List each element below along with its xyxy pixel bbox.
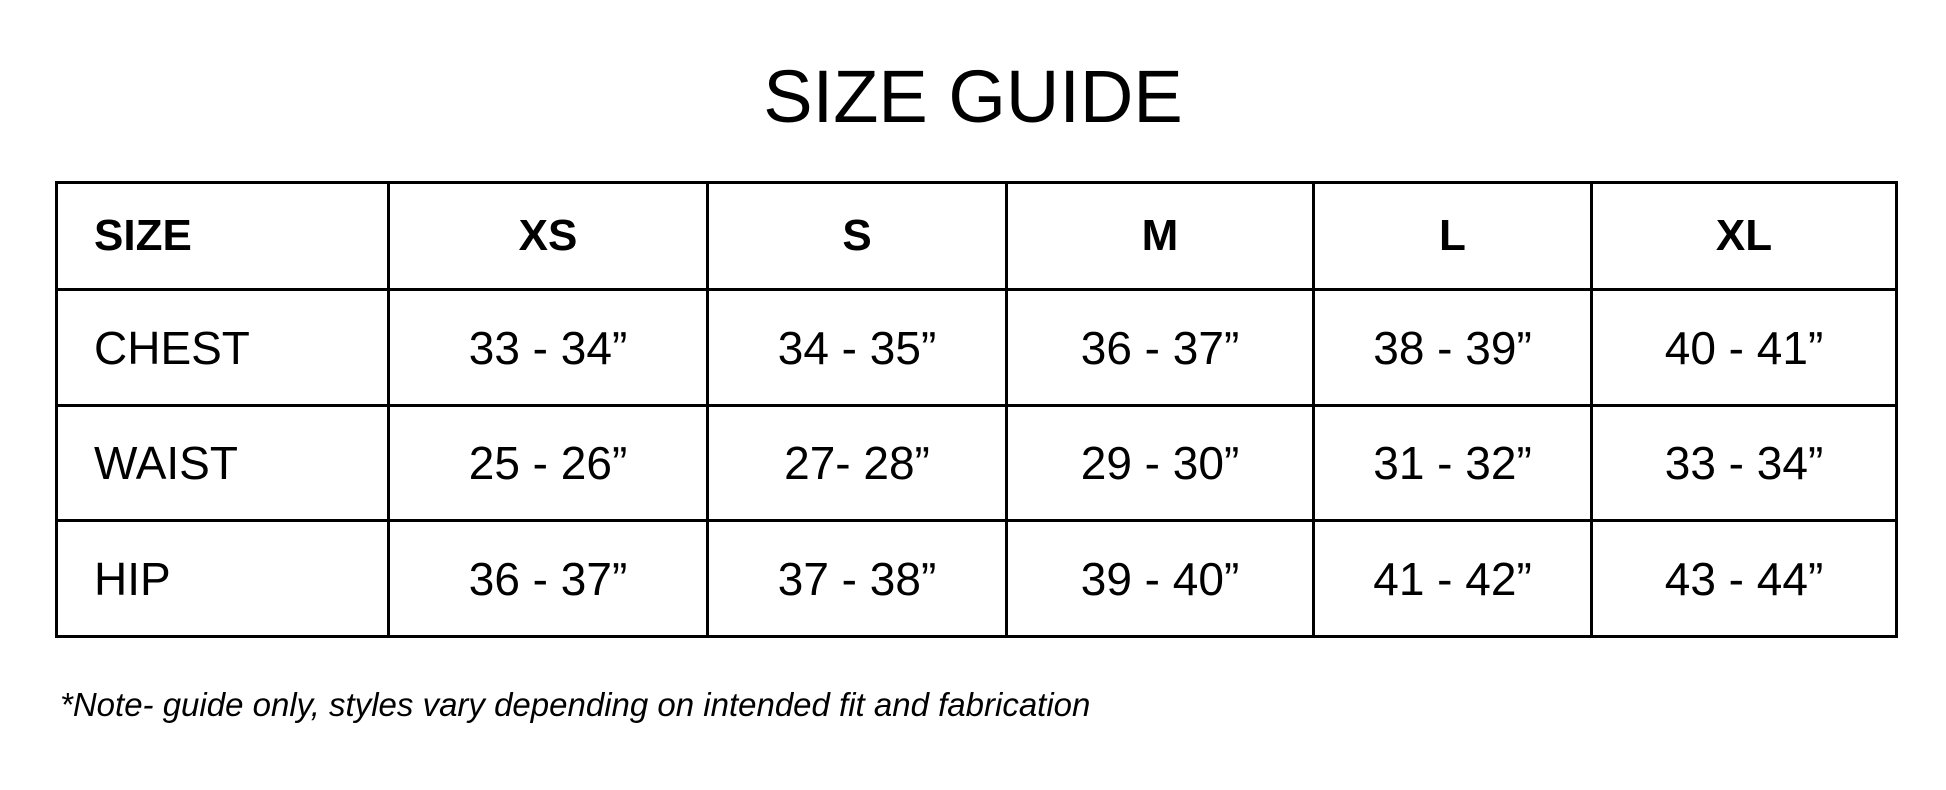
table-row: CHEST 33 - 34” 34 - 35” 36 - 37” 38 - 39… [55,288,1898,407]
footnote: *Note- guide only, styles vary depending… [60,686,1091,723]
table-cell: 37 - 38” [706,519,1008,638]
table-cell: 43 - 44” [1590,519,1898,638]
table-row: WAIST 25 - 26” 27- 28” 29 - 30” 31 - 32”… [55,403,1898,523]
table-cell: 36 - 37” [1005,288,1315,407]
table-cell: 34 - 35” [706,288,1008,407]
table-cell: 33 - 34” [387,288,709,407]
table-row: HIP 36 - 37” 37 - 38” 39 - 40” 41 - 42” … [55,519,1898,638]
header-cell: XL [1590,180,1898,292]
table-cell: 40 - 41” [1590,288,1898,407]
header-cell: M [1005,180,1315,292]
header-cell: SIZE [55,180,390,292]
table-cell: 25 - 26” [387,403,709,523]
table-cell: 41 - 42” [1312,519,1593,638]
header-cell: S [706,180,1008,292]
header-cell: XS [387,180,709,292]
page-title: SIZE GUIDE [763,55,1183,138]
row-label: CHEST [55,288,390,407]
table-cell: 31 - 32” [1312,403,1593,523]
table-cell: 29 - 30” [1005,403,1315,523]
table-cell: 39 - 40” [1005,519,1315,638]
table-cell: 38 - 39” [1312,288,1593,407]
table-cell: 27- 28” [706,403,1008,523]
size-table: SIZE XS S M L XL CHEST 33 - 34” 34 - 35”… [55,180,1898,638]
table-cell: 33 - 34” [1590,403,1898,523]
row-label: WAIST [55,403,390,523]
row-label: HIP [55,519,390,638]
table-cell: 36 - 37” [387,519,709,638]
table-header-row: SIZE XS S M L XL [55,180,1898,292]
header-cell: L [1312,180,1593,292]
